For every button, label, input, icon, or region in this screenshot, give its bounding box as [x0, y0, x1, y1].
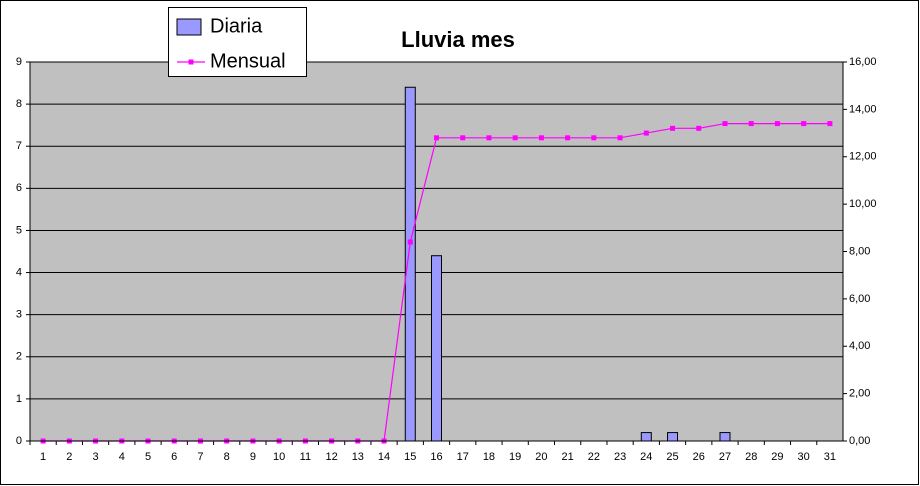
marker — [670, 125, 676, 131]
marker — [565, 135, 571, 141]
y2-tick-label: 4,00 — [849, 340, 870, 352]
y-tick-label: 0 — [16, 435, 22, 447]
x-tick-label: 1 — [40, 451, 46, 463]
x-tick-label: 10 — [273, 451, 285, 463]
y2-tick-label: 0,00 — [849, 435, 870, 447]
bar — [431, 255, 442, 442]
x-tick-label: 24 — [640, 451, 652, 463]
x-tick-label: 20 — [535, 451, 547, 463]
legend-marker — [188, 59, 194, 65]
x-tick-label: 31 — [824, 451, 836, 463]
y-tick-label: 8 — [16, 98, 22, 110]
marker — [407, 239, 413, 245]
x-tick-label: 16 — [430, 451, 442, 463]
x-tick-label: 4 — [119, 451, 125, 463]
x-tick-label: 12 — [325, 451, 337, 463]
y-tick-label: 1 — [16, 393, 22, 405]
x-tick-label: 22 — [588, 451, 600, 463]
marker — [512, 135, 518, 141]
y-tick-label: 4 — [16, 266, 22, 278]
marker — [643, 130, 649, 136]
x-tick-label: 19 — [509, 451, 521, 463]
x-tick-label: 18 — [483, 451, 495, 463]
x-tick-label: 17 — [457, 451, 469, 463]
legend-swatch — [176, 18, 202, 36]
x-tick-label: 3 — [93, 451, 99, 463]
chart-title: Lluvia mes — [401, 27, 515, 52]
marker — [434, 135, 439, 141]
x-tick-label: 9 — [250, 451, 256, 463]
y2-tick-label: 14,00 — [849, 103, 877, 115]
bar — [667, 432, 679, 442]
y-tick-label: 9 — [16, 56, 22, 68]
y2-tick-label: 12,00 — [849, 151, 877, 163]
x-tick-label: 14 — [378, 451, 390, 463]
x-tick-label: 11 — [300, 451, 311, 463]
y2-tick-label: 10,00 — [849, 198, 877, 210]
marker — [538, 135, 544, 141]
bar — [640, 432, 652, 442]
x-tick-label: 15 — [404, 451, 416, 463]
x-tick-label: 5 — [145, 451, 151, 463]
x-tick-label: 30 — [798, 451, 810, 463]
x-tick-label: 25 — [666, 451, 678, 463]
y-tick-label: 5 — [16, 224, 22, 236]
x-tick-label: 28 — [745, 451, 757, 463]
y-tick-label: 7 — [16, 140, 22, 152]
marker — [591, 135, 597, 141]
marker — [722, 121, 728, 127]
y2-tick-label: 6,00 — [849, 293, 870, 305]
x-tick-label: 27 — [719, 451, 731, 463]
x-tick-label: 8 — [224, 451, 230, 463]
legend: Diaria Mensual — [176, 15, 286, 72]
marker — [827, 121, 833, 127]
x-tick-label: 26 — [693, 451, 705, 463]
marker — [460, 135, 466, 141]
y-tick-label: 6 — [16, 182, 22, 194]
legend-label: Mensual — [210, 50, 286, 72]
marker — [486, 135, 492, 141]
x-tick-label: 29 — [771, 451, 783, 463]
x-tick-label: 6 — [171, 451, 177, 463]
marker — [696, 125, 702, 131]
marker — [617, 135, 623, 141]
y-tick-label: 3 — [16, 309, 22, 321]
x-tick-label: 23 — [614, 451, 626, 463]
x-tick-label: 13 — [352, 451, 364, 463]
x-tick-label: 7 — [197, 451, 203, 463]
y2-tick-label: 2,00 — [849, 388, 870, 400]
y2-tick-label: 16,00 — [849, 56, 877, 68]
marker — [748, 121, 754, 127]
marker — [774, 121, 780, 127]
legend-label: Diaria — [210, 15, 263, 37]
x-tick-label: 21 — [562, 451, 574, 463]
y-tick-label: 2 — [16, 351, 22, 363]
plot-border — [29, 61, 844, 442]
y2-tick-label: 8,00 — [849, 245, 870, 257]
marker — [801, 121, 807, 127]
bar — [719, 432, 731, 442]
x-tick-label: 2 — [66, 451, 72, 463]
